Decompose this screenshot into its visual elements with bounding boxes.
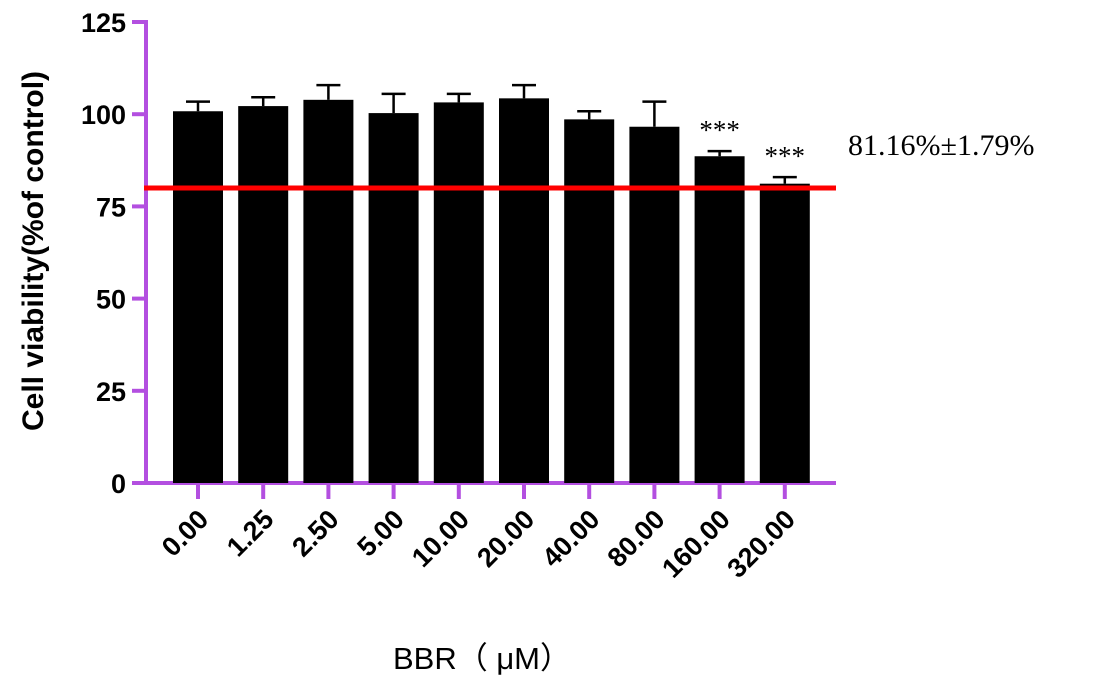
bar [759, 183, 810, 483]
y-tick-label: 0 [111, 469, 126, 499]
bar [368, 113, 419, 483]
y-tick-label: 75 [96, 192, 126, 222]
x-tick-label: 20.00 [471, 504, 540, 573]
x-axis: 0.00 1.25 2.50 5.0010.0020.0040.0080.00160.… [144, 481, 836, 584]
significance-marker: *** [699, 115, 740, 145]
significance-markers: *** *** [699, 115, 805, 171]
x-tick-label: 40.00 [536, 504, 605, 573]
y-tick-label: 50 [96, 285, 126, 315]
y-tick-label: 25 [96, 377, 126, 407]
y-tick-label: 125 [81, 8, 126, 38]
bar [173, 111, 223, 483]
bars [173, 98, 810, 484]
bar [694, 156, 745, 483]
error-bars [186, 83, 797, 184]
significance-marker: *** [765, 141, 806, 171]
bar [433, 102, 484, 483]
x-tick-label: 160.00 [656, 504, 736, 584]
bar [238, 106, 289, 484]
x-tick-label: 1.25 [221, 504, 279, 562]
x-axis-label: BBR（ μM） [393, 641, 571, 676]
x-tick-label: 320.00 [721, 504, 801, 584]
x-tick-label: 2.50 [286, 504, 344, 562]
bar [303, 99, 354, 483]
y-axis: 0 25 50 75 100 125 [81, 8, 148, 499]
y-axis-label: Cell viability(%of control) [17, 71, 50, 431]
y-tick-label: 100 [81, 100, 126, 130]
bar [629, 126, 680, 483]
bar [499, 98, 549, 483]
x-tick-label: 0.00 [156, 504, 214, 562]
x-tick-label: 5.00 [351, 504, 409, 562]
reference-annotation: 81.16%±1.79% [848, 129, 1034, 162]
bar [564, 119, 615, 484]
x-tick-label: 10.00 [406, 504, 475, 573]
